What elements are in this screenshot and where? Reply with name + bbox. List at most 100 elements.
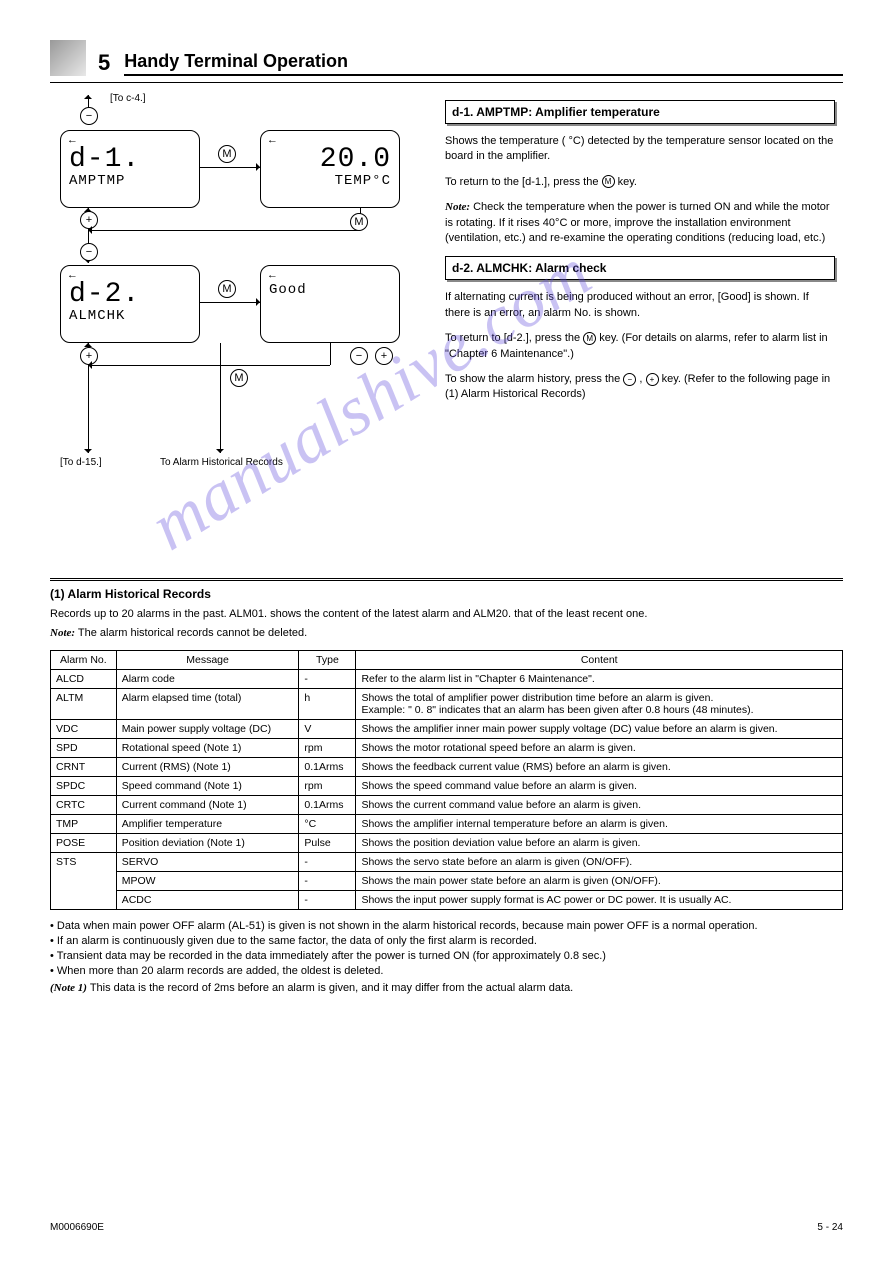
cell: Shows the motor rotational speed before … — [356, 738, 843, 757]
table-row: SPDC Speed command (Note 1) rpm Shows th… — [51, 776, 843, 795]
note-body: This data is the record of 2ms before an… — [90, 982, 573, 994]
cell: Shows the main power state before an ala… — [356, 871, 843, 890]
cell: Shows the servo state before an alarm is… — [356, 852, 843, 871]
flow-arrow — [88, 365, 330, 366]
note-lead: (Note 1) — [50, 982, 87, 994]
lcd-label: ALMCHK — [69, 308, 191, 324]
footer-left: M0006690E — [50, 1222, 104, 1233]
lcd-code: d-2. — [69, 282, 191, 308]
m-button: M — [350, 213, 368, 231]
note-text: Note: The alarm historical records canno… — [50, 626, 843, 641]
cell: Shows the total of amplifier power distr… — [356, 688, 843, 719]
cell: SERVO — [116, 852, 299, 871]
col-header: Alarm No. — [51, 650, 117, 669]
cell: Current (RMS) (Note 1) — [116, 757, 299, 776]
note-lead: Note: — [445, 201, 470, 213]
footnote: (Note 1) This data is the record of 2ms … — [50, 981, 843, 996]
cell: Shows the amplifier internal temperature… — [356, 814, 843, 833]
lcd-temp: ← 20.0 TEMP°C — [260, 130, 400, 208]
body-text: To return to [d-2.], press the M key. (F… — [445, 331, 835, 362]
flow-line — [330, 343, 331, 365]
m-button: M — [218, 145, 236, 163]
lcd-code: d-1. — [69, 147, 191, 173]
m-icon: M — [583, 332, 596, 345]
lcd-label: AMPTMP — [69, 173, 191, 189]
cell: Speed command (Note 1) — [116, 776, 299, 795]
m-button: M — [218, 280, 236, 298]
cell: Rotational speed (Note 1) — [116, 738, 299, 757]
cell: SPD — [51, 738, 117, 757]
flow-arrow — [200, 302, 260, 303]
minus-button: − — [80, 107, 98, 125]
alarm-section: (1) Alarm Historical Records Records up … — [50, 570, 843, 1000]
body-text: Shows the temperature ( °C) detected by … — [445, 134, 835, 165]
section-number: 5 — [98, 50, 110, 76]
cell: VDC — [51, 719, 117, 738]
table-row: CRTC Current command (Note 1) 0.1Arms Sh… — [51, 795, 843, 814]
cell: CRNT — [51, 757, 117, 776]
page-footer: M0006690E 5 - 24 — [50, 1222, 843, 1233]
note-lead: Note: — [50, 627, 75, 639]
text-fragment: To return to [d-2.], press the — [445, 332, 583, 344]
cell: - — [299, 890, 356, 909]
minus-button: − — [350, 347, 368, 365]
col-header: Content — [356, 650, 843, 669]
bullet-item: • When more than 20 alarm records are ad… — [50, 965, 843, 977]
cell: ALTM — [51, 688, 117, 719]
cell: Position deviation (Note 1) — [116, 833, 299, 852]
cell: 0.1Arms — [299, 795, 356, 814]
text-fragment: , — [639, 373, 645, 385]
cell: Shows the position deviation value befor… — [356, 833, 843, 852]
table-row: CRNT Current (RMS) (Note 1) 0.1Arms Show… — [51, 757, 843, 776]
flowchart: − [To c-4.] ← d-1. AMPTMP ← 20.0 TEMP°C … — [50, 95, 430, 525]
note-body: Check the temperature when the power is … — [445, 201, 830, 244]
footer-right: 5 - 24 — [817, 1222, 843, 1233]
cell: Amplifier temperature — [116, 814, 299, 833]
cell: Alarm code — [116, 669, 299, 688]
table-row: ACDC - Shows the input power supply form… — [51, 890, 843, 909]
cell: Refer to the alarm list in "Chapter 6 Ma… — [356, 669, 843, 688]
cell: h — [299, 688, 356, 719]
lcd-label: Good — [269, 282, 391, 298]
cell: STS — [51, 852, 117, 909]
m-button: M — [230, 369, 248, 387]
text-fragment: key. — [618, 176, 637, 188]
page-title: Handy Terminal Operation — [124, 51, 843, 76]
lcd-arrow-icon: ← — [269, 270, 391, 282]
cell: V — [299, 719, 356, 738]
cell: - — [299, 669, 356, 688]
body-text: Records up to 20 alarms in the past. ALM… — [50, 607, 843, 622]
cell: 0.1Arms — [299, 757, 356, 776]
cell: TMP — [51, 814, 117, 833]
minus-icon: − — [623, 373, 636, 386]
table-row: SPD Rotational speed (Note 1) rpm Shows … — [51, 738, 843, 757]
cell: Shows the feedback current value (RMS) b… — [356, 757, 843, 776]
cell: ALCD — [51, 669, 117, 688]
lcd-label: TEMP°C — [269, 173, 391, 189]
cell: MPOW — [116, 871, 299, 890]
plus-button: + — [375, 347, 393, 365]
cell: °C — [299, 814, 356, 833]
note-text: Note: Check the temperature when the pow… — [445, 200, 835, 246]
lcd-good: ← Good — [260, 265, 400, 343]
table-header-row: Alarm No. Message Type Content — [51, 650, 843, 669]
col-header: Message — [116, 650, 299, 669]
definition-box-d1: d-1. AMPTMP: Amplifier temperature — [445, 100, 835, 124]
cell: Pulse — [299, 833, 356, 852]
bullet-item: • If an alarm is continuously given due … — [50, 935, 843, 947]
flow-label-to-c4: [To c-4.] — [110, 93, 146, 104]
lcd-d1: ← d-1. AMPTMP — [60, 130, 200, 208]
table-row: TMP Amplifier temperature °C Shows the a… — [51, 814, 843, 833]
flow-arrow — [220, 343, 221, 453]
flow-label-to-d15: [To d-15.] — [60, 457, 102, 468]
body-text: If alternating current is being produced… — [445, 290, 835, 321]
bullet-item: • Data when main power OFF alarm (AL-51)… — [50, 920, 843, 932]
flow-arrow — [88, 230, 360, 231]
note-body: The alarm historical records cannot be d… — [78, 627, 307, 639]
bullet-list: • Data when main power OFF alarm (AL-51)… — [50, 920, 843, 977]
definition-box-d2: d-2. ALMCHK: Alarm check — [445, 256, 835, 280]
alarm-table: Alarm No. Message Type Content ALCD Alar… — [50, 650, 843, 910]
lcd-value: 20.0 — [269, 147, 391, 173]
cell: CRTC — [51, 795, 117, 814]
table-row: ALTM Alarm elapsed time (total) h Shows … — [51, 688, 843, 719]
